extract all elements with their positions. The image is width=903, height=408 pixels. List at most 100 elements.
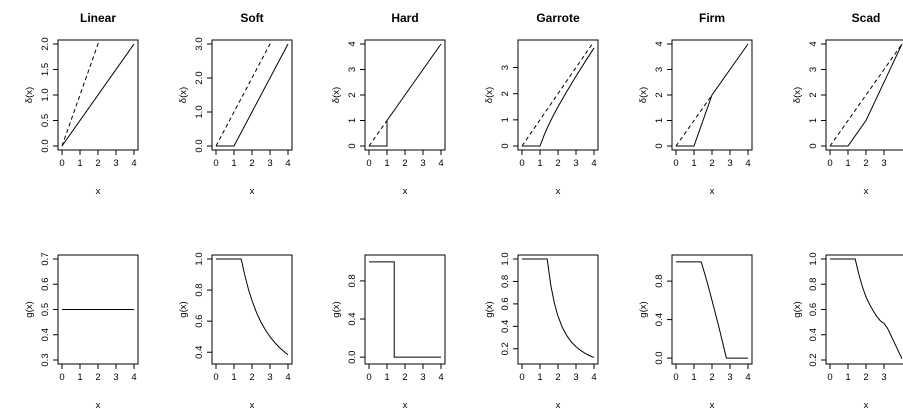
panel-title: Soft — [240, 11, 263, 25]
x-axis-label: x — [710, 186, 715, 197]
x-tick-label: 2 — [709, 372, 714, 383]
x-axis-label: x — [556, 186, 561, 197]
x-tick-label: 0 — [519, 372, 524, 383]
x-axis: 0 1 2 3 4 x — [673, 363, 751, 408]
y-tick-label: 0.4 — [40, 328, 51, 341]
x-tick-label: 4 — [285, 158, 290, 169]
y-tick-label: 0.5 — [40, 303, 51, 316]
y-axis-label: δ(x) — [178, 87, 189, 103]
y-tick-label: 0.0 — [654, 351, 665, 364]
y-tick-label: 2 — [654, 92, 665, 97]
x-tick-label: 1 — [231, 158, 236, 169]
x-axis-label: x — [864, 186, 869, 197]
x-axis: 0 1 2 3 4 x — [59, 149, 137, 197]
x-tick-label: 0 — [213, 372, 218, 383]
x-tick-label: 3 — [727, 372, 732, 383]
series-group — [369, 261, 441, 358]
series-group — [522, 258, 595, 358]
shrinkage-curve — [522, 258, 595, 358]
y-tick-label: 0 — [500, 143, 511, 148]
y-axis-label: δ(x) — [638, 87, 649, 103]
x-tick-label: 4 — [438, 158, 443, 169]
x-axis: 0 1 2 3 4 x — [519, 149, 597, 197]
identity-dashed-line — [61, 41, 100, 147]
x-tick-label: 0 — [519, 158, 524, 169]
y-tick-label: 0 — [654, 143, 665, 148]
x-tick-label: 3 — [573, 158, 578, 169]
x-tick-label: 2 — [402, 372, 407, 383]
identity-dashed-line — [368, 120, 388, 147]
x-tick-label: 2 — [709, 158, 714, 169]
y-axis: 0.3 0.4 0.5 0.6 0.7 g(x) — [24, 252, 59, 367]
y-tick-label: 1.0 — [500, 252, 511, 265]
panel-7: 0 1 2 3 4 x 0.4 0.6 0.8 1.0 g(x) — [178, 252, 293, 408]
identity-dashed-line — [521, 43, 593, 147]
series-group — [830, 258, 903, 359]
y-axis: 0.4 0.6 0.8 1.0 g(x) — [178, 252, 213, 359]
x-tick-label: 1 — [845, 372, 850, 383]
x-axis-label: x — [250, 400, 255, 408]
series-group — [215, 42, 289, 147]
y-tick-label: 0 — [808, 143, 819, 148]
x-tick-label: 3 — [881, 372, 886, 383]
x-tick-label: 1 — [77, 372, 82, 383]
y-tick-label: 1 — [500, 117, 511, 122]
x-tick-label: 4 — [591, 158, 596, 169]
y-tick-label: 2 — [347, 92, 358, 97]
x-tick-label: 1 — [845, 158, 850, 169]
x-tick-label: 1 — [537, 372, 542, 383]
plot-frame — [671, 254, 753, 365]
y-tick-label: 2 — [808, 92, 819, 97]
y-axis: 0 1 2 3 δ(x) — [484, 65, 519, 149]
y-axis-label: g(x) — [331, 301, 342, 317]
x-tick-label: 3 — [420, 158, 425, 169]
panel-11: 0 1 2 3 x 0.2 0.4 0.6 0.8 1.0 g(x) — [792, 252, 903, 408]
y-tick-label: 0.0 — [347, 351, 358, 364]
x-tick-label: 1 — [384, 372, 389, 383]
y-tick-label: 0.6 — [194, 315, 205, 328]
y-tick-label: 1.5 — [40, 63, 51, 76]
y-axis-label: g(x) — [484, 301, 495, 317]
y-tick-label: 0.4 — [347, 312, 358, 325]
panel-title: Scad — [852, 11, 881, 25]
y-axis: 0 1 2 3 4 δ(x) — [792, 41, 827, 149]
identity-dashed-line — [215, 42, 272, 147]
y-tick-label: 1.0 — [194, 252, 205, 265]
panel-title: Garrote — [536, 11, 580, 25]
x-tick-label: 3 — [267, 158, 272, 169]
shrinkage-curve — [676, 261, 748, 359]
x-tick-label: 2 — [249, 158, 254, 169]
x-tick-label: 4 — [745, 372, 750, 383]
x-axis: 0 1 2 3 x — [827, 363, 887, 408]
shrinkage-curve — [369, 43, 442, 147]
x-tick-label: 3 — [113, 372, 118, 383]
x-tick-label: 1 — [537, 158, 542, 169]
y-tick-label: 0.6 — [500, 297, 511, 310]
identity-dashed-line — [675, 94, 713, 147]
y-tick-label: 3 — [654, 67, 665, 72]
y-tick-label: 0.2 — [808, 353, 819, 366]
plot-frame — [517, 254, 599, 365]
panel-4: Firm 0 1 2 3 4 x 0 1 2 3 4 δ(x) — [638, 11, 753, 197]
x-tick-label: 0 — [827, 158, 832, 169]
x-tick-label: 0 — [827, 372, 832, 383]
panel-5: Scad 0 1 2 3 x 0 1 2 3 4 δ(x) — [792, 11, 903, 197]
x-tick-label: 2 — [402, 158, 407, 169]
shrinkage-curve — [830, 258, 903, 359]
series-group — [829, 43, 903, 147]
x-tick-label: 2 — [555, 372, 560, 383]
y-tick-label: 2 — [500, 91, 511, 96]
x-tick-label: 0 — [673, 158, 678, 169]
x-axis-label: x — [864, 400, 869, 408]
y-tick-label: 0.6 — [808, 303, 819, 316]
shrinkage-curve — [216, 43, 289, 147]
y-axis: 0.2 0.4 0.6 0.8 1.0 g(x) — [792, 252, 827, 367]
x-axis: 0 1 2 3 x — [827, 149, 887, 197]
x-tick-label: 0 — [213, 158, 218, 169]
y-tick-label: 1.0 — [40, 88, 51, 101]
x-tick-label: 1 — [384, 158, 389, 169]
identity-dashed-line — [829, 43, 903, 147]
y-tick-label: 0.4 — [500, 320, 511, 333]
x-axis-label: x — [710, 400, 715, 408]
